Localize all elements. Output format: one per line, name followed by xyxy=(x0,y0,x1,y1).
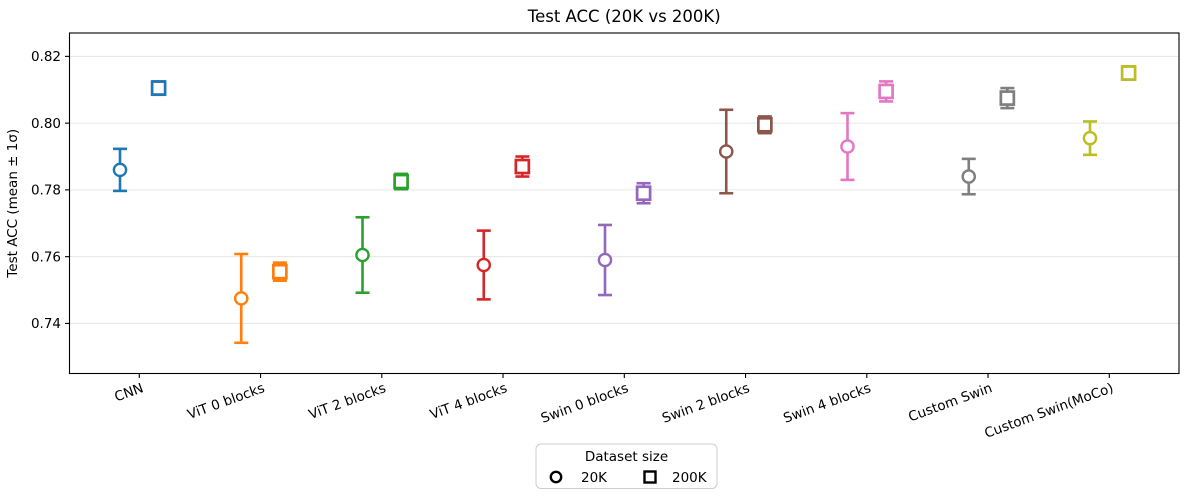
errorbar-20k-5 xyxy=(597,223,613,297)
x-tick-label: Swin 0 blocks xyxy=(539,380,631,426)
marker-circle-20k xyxy=(355,247,370,263)
marker-circle-20k xyxy=(961,169,977,184)
marker-circle-20k xyxy=(840,139,855,154)
legend-label-200k: 200K xyxy=(672,470,708,486)
x-tick-label: ViT 0 blocks xyxy=(185,380,267,423)
errorbar-200k-6 xyxy=(756,115,773,135)
y-tick-label: 0.74 xyxy=(31,316,61,332)
marker-circle-20k xyxy=(718,144,734,159)
y-tick-label: 0.78 xyxy=(31,183,61,199)
marker-circle-20k xyxy=(1082,130,1098,146)
legend: Dataset size 20K 200K xyxy=(535,443,718,489)
errorbar-20k-8 xyxy=(961,157,977,196)
chart-title: Test ACC (20K vs 200K) xyxy=(527,7,721,26)
legend-label-20k: 20K xyxy=(581,470,608,486)
marker-square-200k xyxy=(635,185,652,202)
errorbar-200k-1 xyxy=(150,80,167,97)
marker-square-200k xyxy=(756,116,773,133)
marker-circle-20k xyxy=(112,162,128,178)
legend-circle-icon xyxy=(549,470,563,484)
x-tick-label: Custom Swin(MoCo) xyxy=(982,380,1115,442)
marker-circle-20k xyxy=(597,252,613,268)
errorbar-200k-7 xyxy=(878,80,894,103)
errorbar-200k-8 xyxy=(999,86,1016,110)
marker-circle-20k xyxy=(476,257,492,273)
legend-box xyxy=(535,443,718,489)
errorbar-20k-4 xyxy=(476,229,492,301)
y-tick-label: 0.80 xyxy=(31,116,61,132)
marker-square-200k xyxy=(514,158,531,175)
marker-square-200k xyxy=(150,80,167,96)
marker-square-200k xyxy=(878,83,894,100)
x-tick-label: Swin 4 blocks xyxy=(781,380,873,426)
legend-title: Dataset size xyxy=(585,449,668,465)
x-tick-label: ViT 4 blocks xyxy=(428,380,510,423)
errorbar-20k-1 xyxy=(112,147,128,193)
x-tick-label: CNN xyxy=(112,380,145,405)
marker-circle-20k xyxy=(233,291,249,306)
marker-square-200k xyxy=(1120,65,1137,81)
errorbar-200k-2 xyxy=(272,261,288,282)
errorbar-20k-3 xyxy=(355,215,370,295)
errorbar-20k-7 xyxy=(840,111,855,182)
y-axis-label: Test ACC (mean ± 1σ) xyxy=(5,129,21,279)
plot-border xyxy=(68,32,1180,375)
errorbar-200k-4 xyxy=(514,155,531,178)
errorbar-200k-3 xyxy=(393,172,409,191)
x-tick-label: Custom Swin xyxy=(906,380,994,425)
errorbar-20k-6 xyxy=(718,108,734,195)
errorbar-20k-9 xyxy=(1082,120,1098,157)
marker-square-200k xyxy=(999,90,1016,106)
legend-square-icon xyxy=(643,470,657,484)
x-tick-label: Swin 2 blocks xyxy=(660,380,752,426)
y-tick-label: 0.76 xyxy=(31,249,61,265)
y-tick-label: 0.82 xyxy=(31,49,61,65)
marker-square-200k xyxy=(272,263,288,280)
x-tick-label: ViT 2 blocks xyxy=(307,380,389,423)
errorbar-20k-2 xyxy=(233,252,249,345)
errorbar-200k-5 xyxy=(635,181,652,205)
marker-square-200k xyxy=(393,173,409,190)
errorbar-200k-9 xyxy=(1120,65,1137,82)
